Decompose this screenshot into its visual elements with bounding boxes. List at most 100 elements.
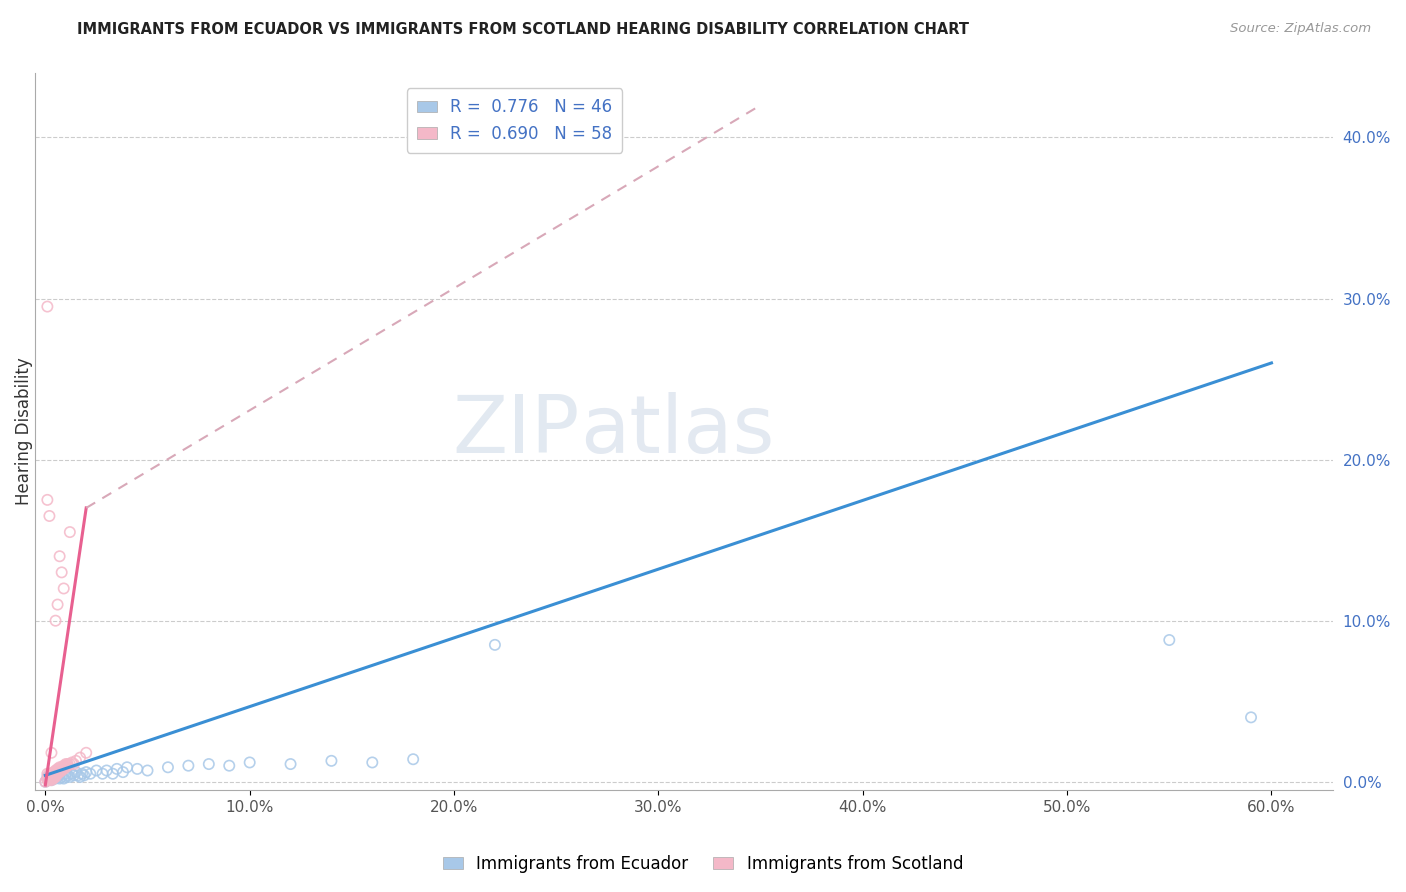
- Point: [239, 756, 262, 770]
- Point: [45, 768, 67, 782]
- Point: [45, 764, 67, 778]
- Point: [46, 764, 69, 778]
- Point: [41, 770, 63, 784]
- Legend: Immigrants from Ecuador, Immigrants from Scotland: Immigrants from Ecuador, Immigrants from…: [436, 848, 970, 880]
- Point: [218, 758, 240, 772]
- Point: [66, 768, 89, 782]
- Point: [48, 768, 70, 782]
- Point: [105, 762, 128, 776]
- Point: [45, 772, 67, 786]
- Point: [136, 764, 159, 778]
- Point: [48, 764, 70, 778]
- Point: [60, 756, 83, 770]
- Point: [91, 766, 114, 780]
- Point: [46, 762, 69, 776]
- Point: [177, 758, 200, 772]
- Point: [56, 768, 79, 782]
- Text: Source: ZipAtlas.com: Source: ZipAtlas.com: [1230, 22, 1371, 36]
- Point: [70, 766, 93, 780]
- Point: [55, 760, 77, 774]
- Y-axis label: Hearing Disability: Hearing Disability: [15, 358, 32, 505]
- Point: [38, 766, 60, 780]
- Point: [55, 757, 77, 772]
- Point: [361, 756, 384, 770]
- Point: [63, 768, 86, 782]
- Point: [55, 758, 77, 772]
- Point: [52, 772, 75, 786]
- Point: [48, 762, 70, 776]
- Point: [56, 758, 79, 772]
- Point: [41, 773, 63, 788]
- Point: [45, 614, 67, 628]
- Point: [41, 768, 63, 782]
- Point: [48, 760, 70, 774]
- Point: [48, 549, 70, 564]
- Point: [46, 765, 69, 780]
- Text: IMMIGRANTS FROM ECUADOR VS IMMIGRANTS FROM SCOTLAND HEARING DISABILITY CORRELATI: IMMIGRANTS FROM ECUADOR VS IMMIGRANTS FR…: [77, 22, 969, 37]
- Point: [41, 766, 63, 780]
- Point: [46, 766, 69, 780]
- Point: [41, 773, 63, 788]
- Text: atlas: atlas: [581, 392, 775, 470]
- Point: [45, 766, 67, 780]
- Point: [48, 772, 70, 786]
- Point: [198, 757, 221, 772]
- Point: [38, 773, 60, 788]
- Point: [34, 774, 56, 789]
- Point: [321, 754, 343, 768]
- Point: [73, 768, 96, 782]
- Point: [37, 300, 59, 314]
- Point: [41, 772, 63, 786]
- Point: [75, 746, 97, 760]
- Point: [34, 774, 56, 789]
- Point: [69, 750, 91, 764]
- Point: [59, 525, 82, 540]
- Point: [402, 752, 425, 766]
- Point: [52, 762, 75, 776]
- Point: [52, 758, 75, 772]
- Point: [38, 772, 60, 786]
- Point: [69, 770, 91, 784]
- Point: [127, 762, 149, 776]
- Point: [65, 765, 87, 780]
- Point: [51, 566, 73, 580]
- Point: [280, 757, 302, 772]
- Legend: R =  0.776   N = 46, R =  0.690   N = 58: R = 0.776 N = 46, R = 0.690 N = 58: [406, 88, 623, 153]
- Point: [52, 582, 75, 596]
- Point: [37, 766, 59, 780]
- Point: [1159, 633, 1181, 648]
- Point: [484, 638, 506, 652]
- Point: [63, 757, 86, 772]
- Point: [60, 766, 83, 780]
- Point: [37, 773, 59, 788]
- Point: [79, 766, 101, 780]
- Point: [52, 760, 75, 774]
- Point: [42, 768, 65, 782]
- Point: [101, 766, 124, 780]
- Point: [38, 508, 60, 523]
- Point: [59, 757, 82, 772]
- Point: [156, 760, 179, 774]
- Point: [45, 765, 67, 780]
- Point: [75, 765, 97, 780]
- Point: [38, 770, 60, 784]
- Point: [51, 770, 73, 784]
- Point: [48, 765, 70, 780]
- Point: [37, 770, 59, 784]
- Point: [51, 764, 73, 778]
- Point: [45, 770, 67, 784]
- Point: [41, 746, 63, 760]
- Point: [38, 772, 60, 786]
- Point: [55, 766, 77, 780]
- Point: [111, 765, 134, 780]
- Point: [42, 765, 65, 780]
- Point: [51, 760, 73, 774]
- Point: [65, 754, 87, 768]
- Point: [42, 768, 65, 782]
- Point: [37, 772, 59, 786]
- Point: [42, 766, 65, 780]
- Point: [37, 492, 59, 507]
- Point: [42, 770, 65, 784]
- Text: ZIP: ZIP: [453, 392, 581, 470]
- Point: [46, 770, 69, 784]
